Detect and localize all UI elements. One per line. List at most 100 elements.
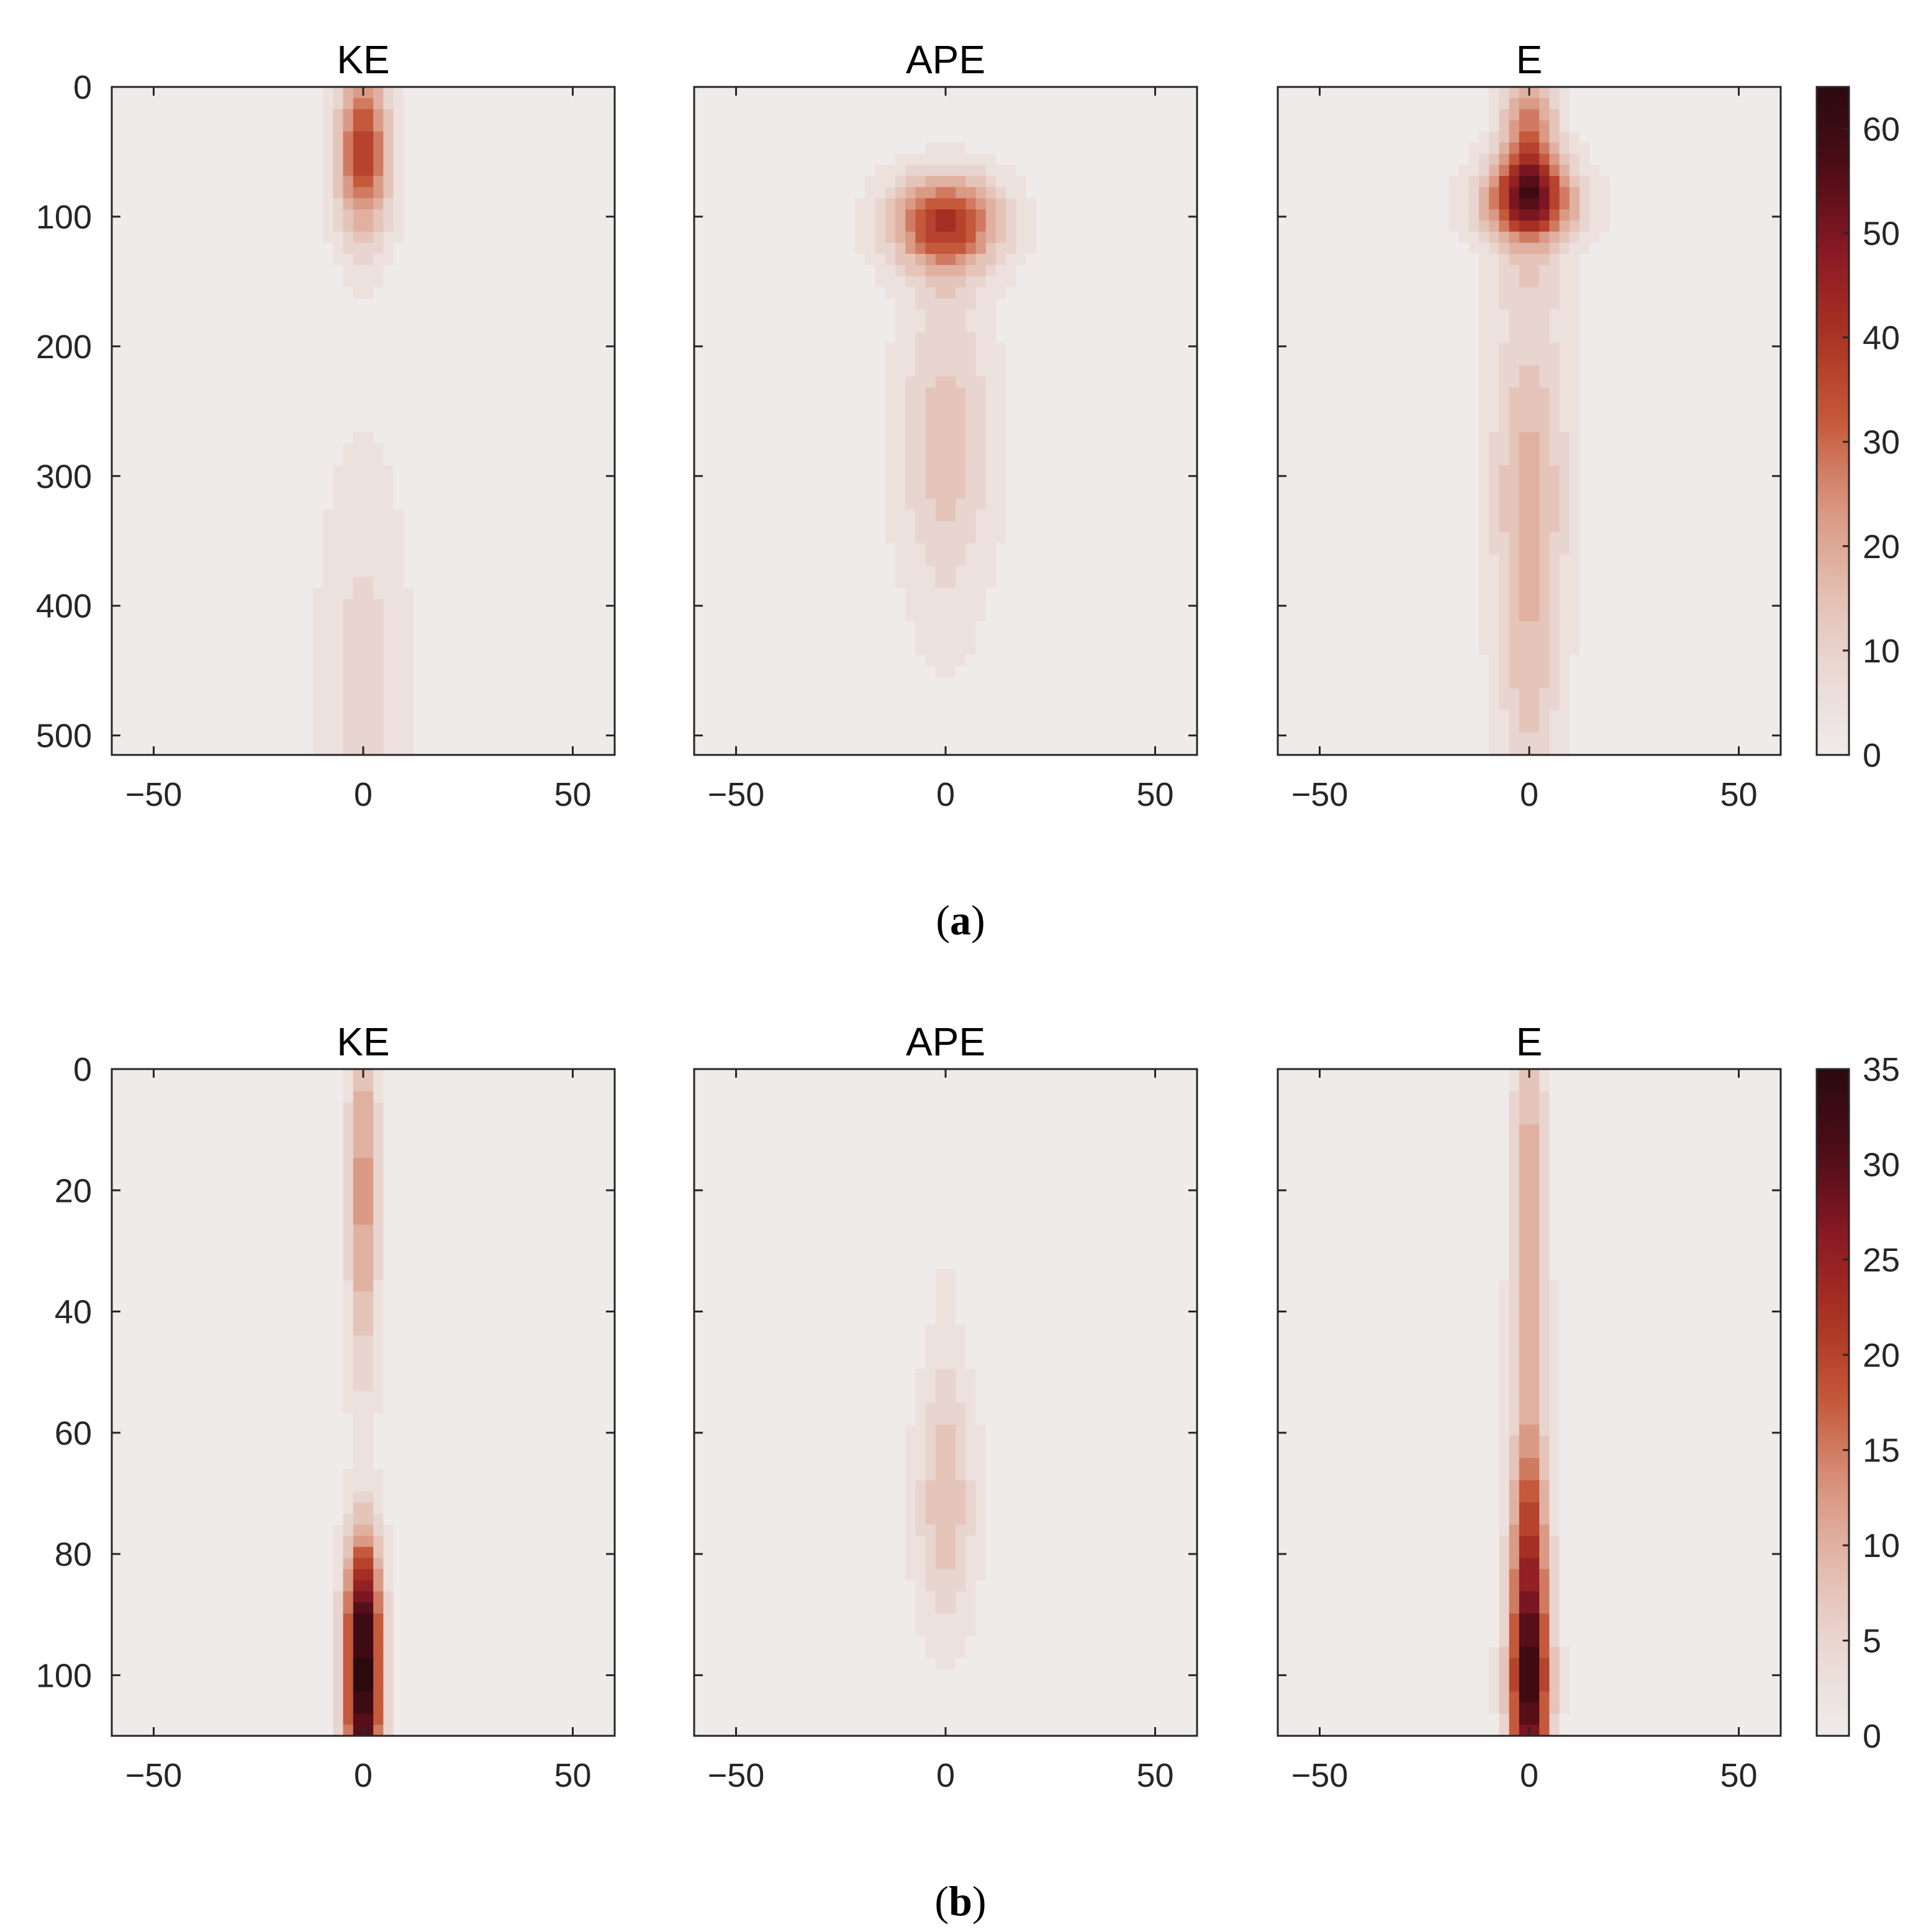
heatmap-cell xyxy=(834,454,846,466)
heatmap-cell xyxy=(875,109,886,121)
heatmap-cell xyxy=(182,487,193,500)
heatmap-cell xyxy=(162,298,173,310)
heatmap-cell xyxy=(965,198,977,210)
heatmap-cell xyxy=(122,131,132,143)
heatmap-cell xyxy=(242,87,253,99)
heatmap-cell xyxy=(985,187,997,199)
heatmap-cell xyxy=(724,465,735,477)
heatmap-cell xyxy=(464,654,474,667)
heatmap-cell xyxy=(744,376,755,388)
heatmap-cell xyxy=(534,376,545,388)
heatmap-cell xyxy=(1136,142,1147,155)
heatmap-cell xyxy=(182,643,193,656)
heatmap-cell xyxy=(302,153,314,166)
heatmap-cell xyxy=(996,298,1006,310)
heatmap-cell xyxy=(242,566,253,577)
heatmap-cell xyxy=(1116,487,1128,500)
heatmap-cell xyxy=(594,153,605,166)
heatmap-cell xyxy=(1086,254,1097,266)
heatmap-cell xyxy=(594,131,605,143)
heatmap-cell xyxy=(242,721,253,733)
heatmap-cell xyxy=(383,309,394,322)
heatmap-cell xyxy=(433,643,445,656)
heatmap-cell xyxy=(865,254,876,266)
heatmap-cell xyxy=(724,332,735,344)
heatmap-cell xyxy=(845,410,856,422)
heatmap-cell xyxy=(132,399,143,410)
heatmap-cell xyxy=(333,187,344,199)
heatmap-cell xyxy=(1116,142,1128,155)
heatmap-cell xyxy=(464,431,474,444)
heatmap-cell xyxy=(855,487,866,500)
heatmap-cell xyxy=(122,332,132,344)
heatmap-cell xyxy=(594,287,605,299)
heatmap-cell xyxy=(1126,399,1137,410)
heatmap-cell xyxy=(1186,276,1197,288)
heatmap-cell xyxy=(333,165,344,177)
heatmap-cell xyxy=(1096,309,1107,322)
heatmap-cell xyxy=(604,510,615,521)
heatmap-cell xyxy=(192,721,203,733)
heatmap-cell xyxy=(443,354,454,366)
heatmap-cell xyxy=(534,699,545,711)
heatmap-cell xyxy=(414,532,424,544)
heatmap-cell xyxy=(744,354,755,366)
heatmap-cell xyxy=(935,376,946,388)
heatmap-cell xyxy=(151,287,163,299)
heatmap-cell xyxy=(373,354,384,366)
heatmap-cell xyxy=(1076,465,1087,477)
heatmap-cell xyxy=(282,309,294,322)
heatmap-cell xyxy=(242,109,253,121)
heatmap-cell xyxy=(795,153,805,166)
heatmap-cell xyxy=(383,566,394,577)
heatmap-cell xyxy=(584,254,595,266)
heatmap-cell xyxy=(604,410,615,422)
heatmap-cell xyxy=(825,431,836,444)
heatmap-cell xyxy=(946,309,956,322)
heatmap-cell xyxy=(1076,232,1087,243)
heatmap-cell xyxy=(302,710,314,722)
heatmap-cell xyxy=(604,621,615,633)
heatmap-cell xyxy=(302,387,314,399)
heatmap-cell xyxy=(282,165,294,177)
heatmap-cell xyxy=(373,610,384,622)
heatmap-cell xyxy=(242,287,253,299)
heatmap-cell xyxy=(946,198,956,210)
heatmap-cell xyxy=(985,309,997,322)
y-tick-label: 400 xyxy=(36,588,92,625)
heatmap-cell xyxy=(604,443,615,455)
heatmap-cell xyxy=(805,521,815,533)
heatmap-cell xyxy=(393,232,404,243)
heatmap-cell xyxy=(1046,487,1057,500)
heatmap-cell xyxy=(212,376,223,388)
heatmap-cell xyxy=(252,499,263,511)
heatmap-cell xyxy=(263,566,273,577)
heatmap-cell xyxy=(564,243,575,255)
heatmap-cell xyxy=(122,264,132,277)
heatmap-cell xyxy=(594,566,605,577)
heatmap-cell xyxy=(734,264,745,277)
heatmap-cell xyxy=(423,733,434,744)
heatmap-cell xyxy=(443,543,454,555)
heatmap-cell xyxy=(774,287,785,299)
heatmap-cell xyxy=(313,220,323,232)
heatmap-cell xyxy=(292,632,304,644)
heatmap-cell xyxy=(975,332,987,344)
heatmap-cell xyxy=(574,654,585,667)
heatmap-cell xyxy=(805,109,815,121)
heatmap-cell xyxy=(1177,387,1188,399)
heatmap-cell xyxy=(373,243,384,255)
heatmap-cell xyxy=(724,454,735,466)
heatmap-cell xyxy=(544,220,555,232)
heatmap-cell xyxy=(182,254,193,266)
heatmap-cell xyxy=(423,176,434,187)
heatmap-cell xyxy=(112,232,122,243)
heatmap-cell xyxy=(1046,153,1057,166)
heatmap-cell xyxy=(263,499,273,511)
heatmap-cell xyxy=(494,276,505,288)
heatmap-cell xyxy=(915,376,926,388)
heatmap-cell xyxy=(273,220,283,232)
heatmap-cell xyxy=(443,487,454,500)
heatmap-cell xyxy=(1016,298,1027,310)
heatmap-cell xyxy=(373,532,384,544)
